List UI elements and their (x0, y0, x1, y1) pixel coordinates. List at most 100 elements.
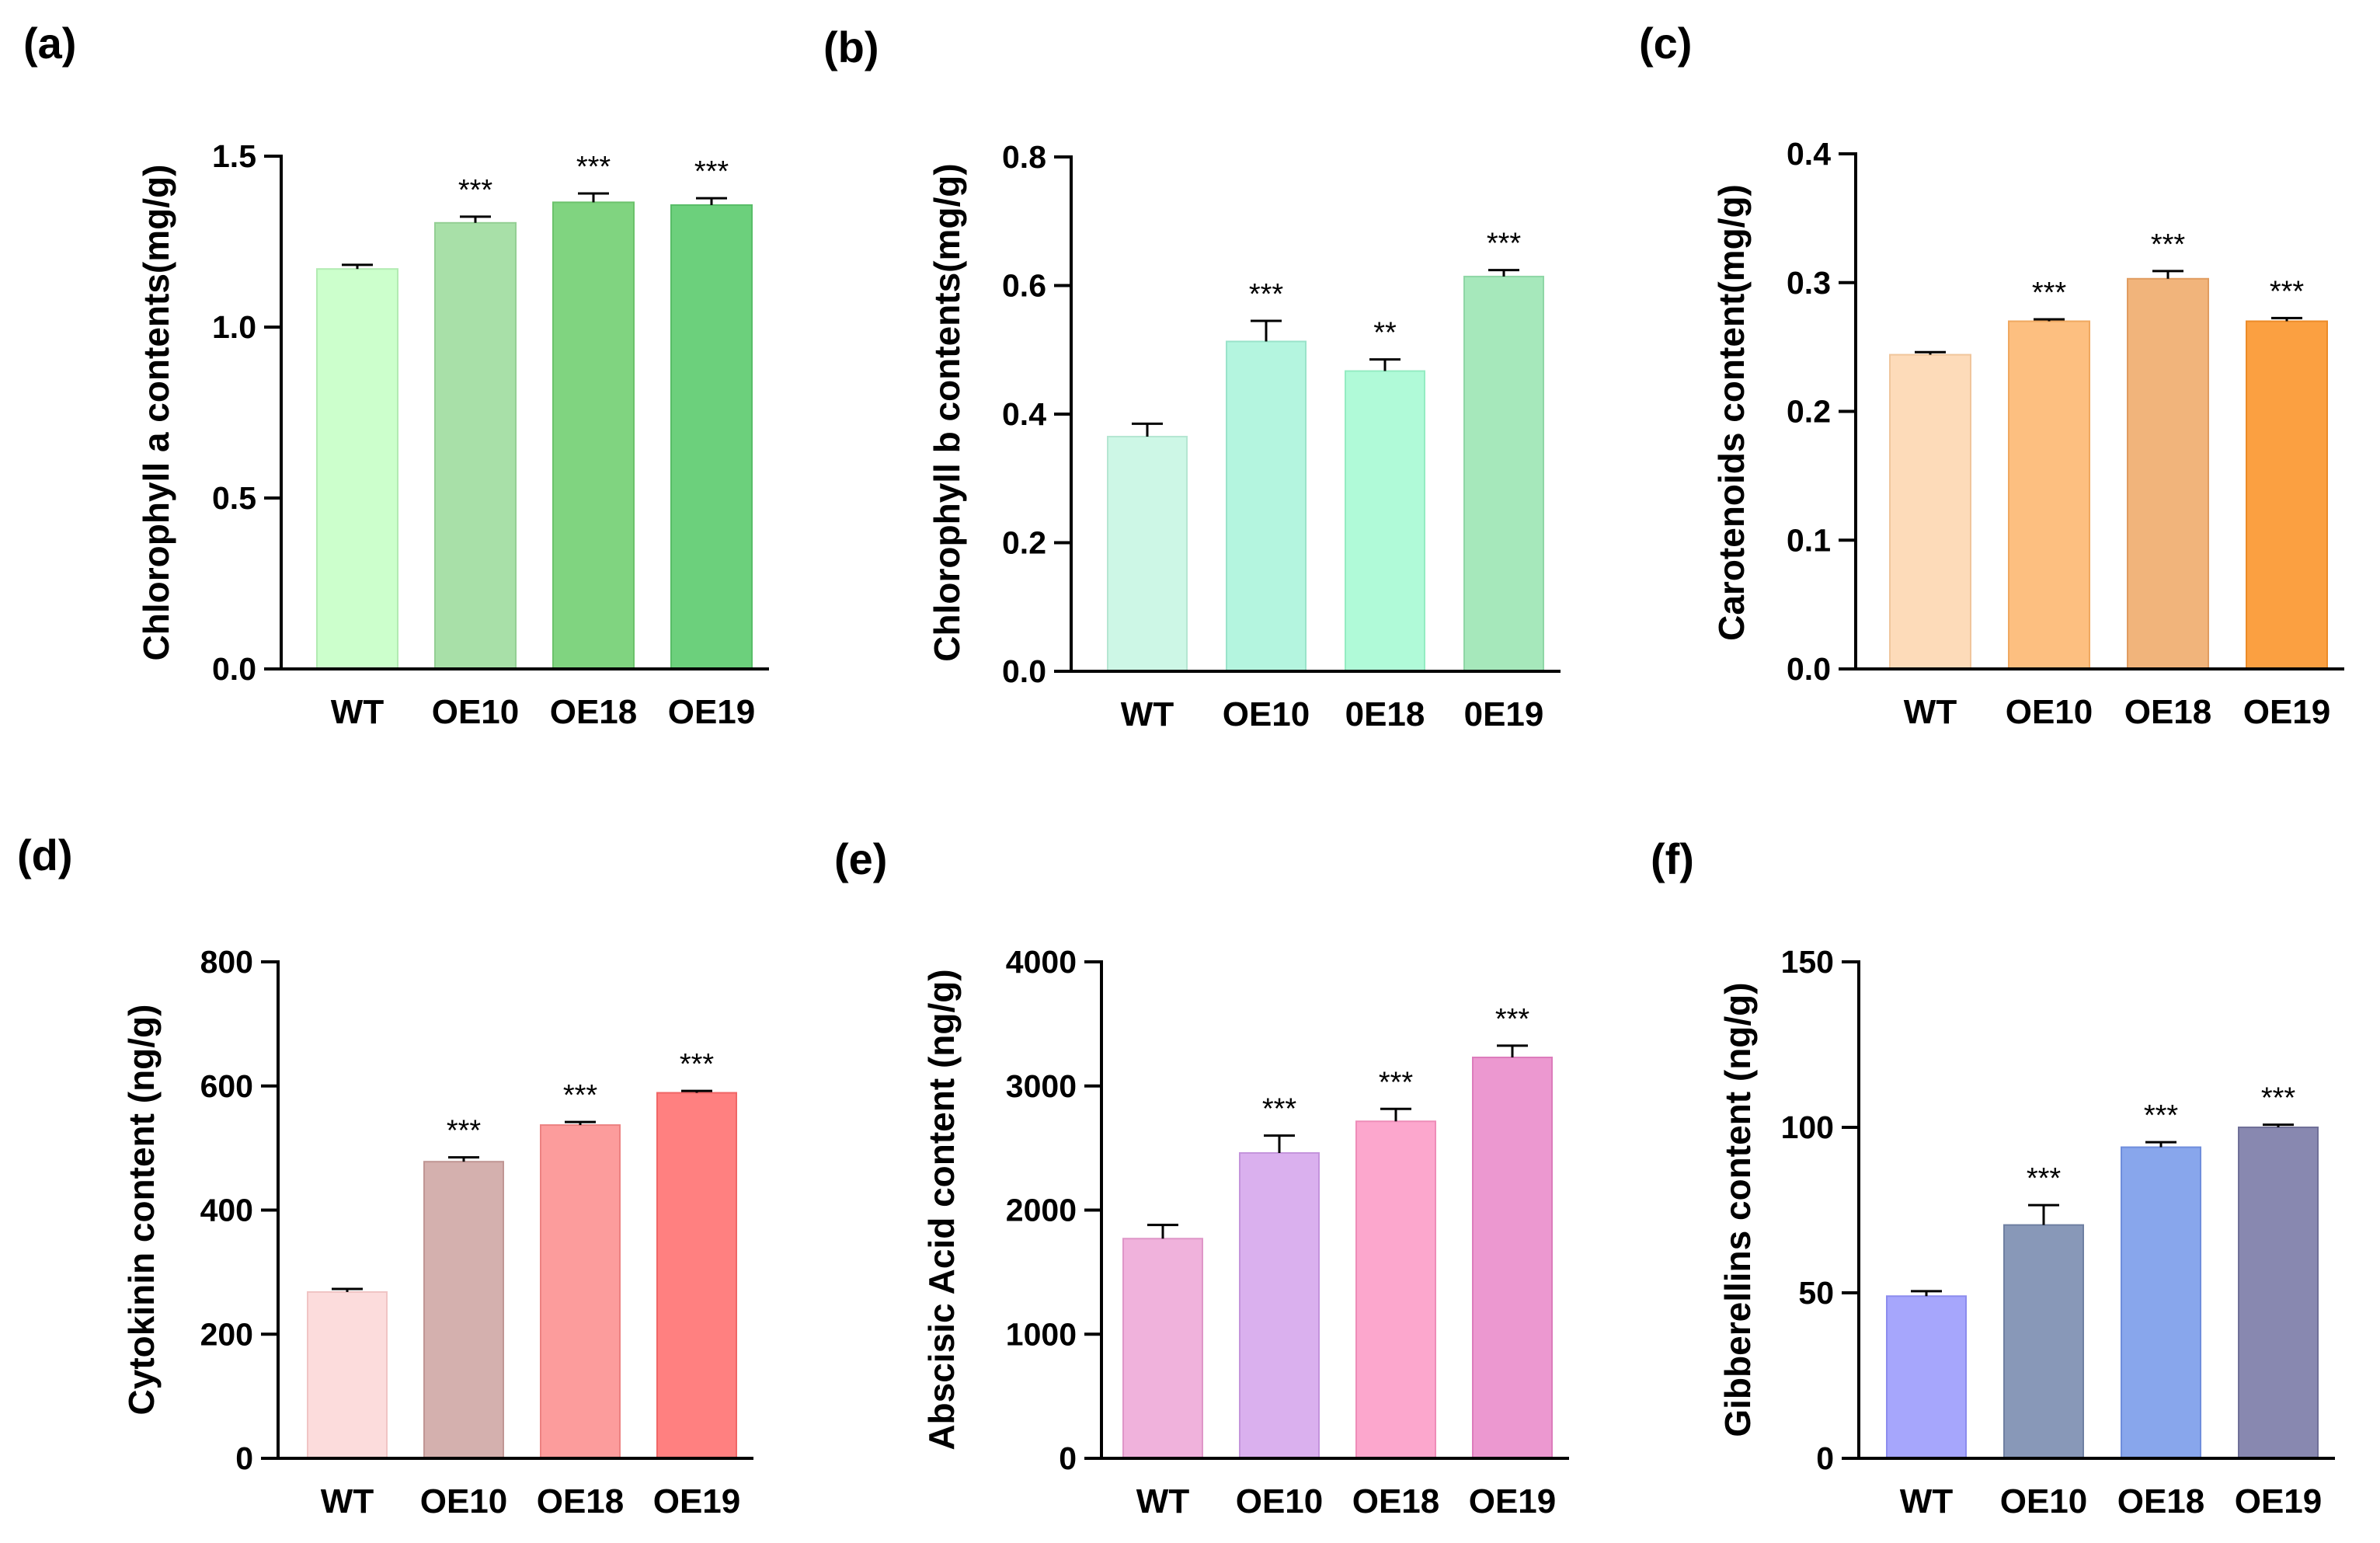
x-tick-label: WT (1136, 1482, 1190, 1520)
significance-marker: *** (576, 151, 611, 183)
y-tick-label: 0 (235, 1440, 253, 1476)
y-tick-label: 100 (1781, 1109, 1834, 1145)
bar (1463, 275, 1544, 672)
chart-panel-1: (a) Chlorophyll a contents(mg/g) WT *** OE10… (23, 19, 769, 731)
x-tick-label: OE19 (668, 693, 756, 731)
significance-marker: *** (1249, 278, 1284, 311)
x-tick-label: OE18 (2124, 693, 2212, 731)
y-tick-label: 0.4 (1002, 396, 1046, 432)
y-tick-label: 4000 (1006, 944, 1077, 980)
chart-panel-3: (c) Carotenoids content(mg/g) WT *** OE10 ***… (1639, 19, 2344, 731)
y-tick-label: 1.5 (212, 138, 256, 174)
bar (2127, 277, 2209, 670)
x-tick-label: OE18 (550, 693, 638, 731)
y-tick-label: 600 (200, 1068, 253, 1104)
y-tick-label: 0.1 (1787, 522, 1831, 558)
x-tick-label: OE10 (1236, 1482, 1324, 1520)
significance-marker: *** (2144, 1099, 2179, 1132)
bar (656, 1092, 737, 1459)
bar (307, 1290, 388, 1460)
significance-marker: *** (694, 155, 729, 188)
x-tick-label: WT (1904, 693, 1957, 731)
significance-marker: *** (680, 1048, 715, 1081)
significance-marker: *** (2261, 1082, 2296, 1115)
y-tick-label: 0.2 (1002, 525, 1046, 561)
y-tick-label: 0.4 (1787, 136, 1831, 172)
bar (2238, 1127, 2319, 1459)
panel-label: (e) (834, 834, 887, 883)
x-tick-label: OE18 (537, 1482, 625, 1520)
bar (1226, 340, 1307, 672)
y-axis-label: Chlorophyll a contents(mg/g) (136, 165, 176, 661)
x-tick-label: OE10 (420, 1482, 508, 1520)
x-tick-label: OE10 (2000, 1482, 2088, 1520)
y-tick-label: 800 (200, 944, 253, 980)
y-tick-label: 0.0 (1787, 651, 1831, 687)
x-tick-label: OE19 (2243, 693, 2331, 731)
y-tick-label: 400 (200, 1193, 253, 1228)
x-tick-label: 0E19 (1464, 695, 1544, 733)
x-tick-label: WT (321, 1482, 374, 1520)
significance-marker: *** (1495, 1003, 1530, 1036)
y-tick-label: 0.6 (1002, 268, 1046, 304)
bar (1122, 1238, 1203, 1460)
panel-label: (c) (1639, 19, 1692, 68)
panel-label: (d) (17, 831, 73, 879)
y-axis-label: Chlorophyll b contents(mg/g) (927, 163, 967, 661)
bar (1107, 435, 1188, 673)
bar (2008, 320, 2090, 670)
y-tick-label: 150 (1781, 944, 1834, 980)
significance-marker: *** (1379, 1066, 1414, 1099)
y-tick-label: 3000 (1006, 1068, 1077, 1104)
bar (1239, 1152, 1320, 1459)
y-tick-label: 50 (1798, 1275, 1834, 1311)
bar (1886, 1295, 1967, 1460)
y-tick-label: 0.5 (212, 480, 256, 516)
chart-panel-2: (b) Chlorophyll b contents(mg/g) WT *** OE10… (823, 23, 1561, 733)
y-tick-label: 1.0 (212, 309, 256, 345)
significance-marker: *** (2270, 275, 2305, 308)
bar (1472, 1057, 1553, 1459)
bar (316, 268, 398, 670)
bar (1889, 354, 1971, 670)
y-tick-label: 0 (1059, 1440, 1077, 1476)
bar (2121, 1146, 2201, 1460)
significance-marker: ** (1373, 317, 1397, 350)
y-axis-label: Gibberellins content (ng/g) (1717, 982, 1758, 1437)
x-tick-label: WT (331, 693, 384, 731)
significance-marker: *** (563, 1079, 598, 1112)
significance-marker: *** (447, 1115, 482, 1148)
significance-marker: *** (458, 174, 493, 207)
y-axis-label: Abscisic Acid content (ng/g) (921, 969, 962, 1450)
y-tick-label: 2000 (1006, 1193, 1077, 1228)
chart-panel-5: (e) Abscisic Acid content (ng/g) WT *** OE10… (834, 834, 1569, 1520)
chart-panel-4: (d) Cytokinin content (ng/g) WT *** OE10 *** O… (17, 831, 753, 1520)
significance-marker: *** (2027, 1162, 2062, 1195)
x-tick-label: 0E18 (1345, 695, 1425, 733)
significance-marker: *** (2032, 277, 2067, 309)
x-tick-label: OE10 (1223, 695, 1310, 733)
bar (1355, 1120, 1436, 1460)
chart-panel-6: (f) Gibberellins content (ng/g) WT *** OE10 *… (1651, 834, 2335, 1520)
x-tick-label: WT (1121, 695, 1174, 733)
y-tick-label: 0.0 (1002, 653, 1046, 689)
y-tick-label: 0.0 (212, 651, 256, 687)
x-tick-label: OE19 (1469, 1482, 1557, 1520)
y-tick-label: 0.8 (1002, 139, 1046, 175)
panel-label: (f) (1651, 834, 1694, 883)
bar (540, 1124, 621, 1460)
x-tick-label: OE18 (2117, 1482, 2205, 1520)
bar (2003, 1224, 2084, 1460)
panel-label: (b) (823, 23, 879, 71)
x-tick-label: OE18 (1352, 1482, 1440, 1520)
significance-marker: *** (2151, 228, 2186, 261)
y-axis-label: Cytokinin content (ng/g) (121, 1005, 162, 1416)
panel-label: (a) (23, 19, 76, 68)
bar (423, 1161, 504, 1459)
y-tick-label: 0.2 (1787, 394, 1831, 430)
y-tick-label: 200 (200, 1316, 253, 1352)
bar (670, 204, 753, 670)
y-tick-label: 0.3 (1787, 265, 1831, 301)
y-tick-label: 0 (1816, 1440, 1834, 1476)
